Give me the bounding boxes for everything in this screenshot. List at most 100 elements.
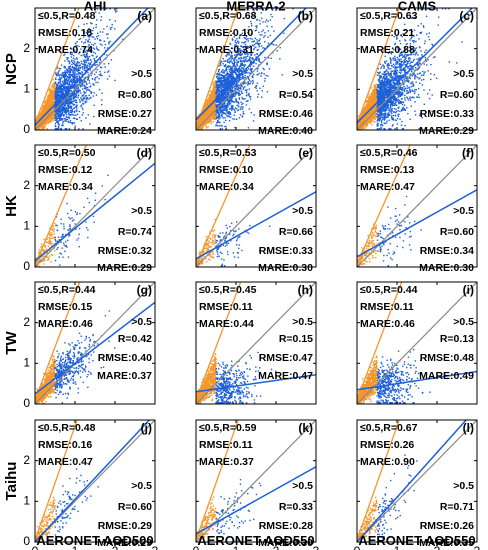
high-aod-point (97, 48, 99, 51)
high-aod-point (251, 44, 253, 46)
high-aod-point (245, 70, 247, 72)
high-aod-point (249, 72, 252, 75)
low-aod-point (209, 95, 212, 98)
low-aod-point (52, 113, 55, 115)
high-aod-point (238, 67, 240, 70)
high-aod-point (81, 66, 83, 69)
high-aod-point (56, 121, 58, 123)
high-aod-point (74, 99, 76, 102)
low-aod-point (208, 98, 210, 101)
high-aod-point (220, 91, 222, 93)
high-aod-point (55, 73, 57, 76)
high-aod-point (80, 62, 83, 64)
high-aod-point (83, 32, 85, 34)
high-aod-point (247, 59, 250, 61)
high-aod-point (64, 108, 66, 111)
high-aod-point (223, 121, 225, 124)
high-aod-point (256, 70, 259, 72)
high-aod-point (66, 57, 68, 59)
high-aod-point (83, 77, 85, 80)
high-aod-point (229, 60, 231, 62)
low-aod-point (212, 107, 215, 110)
high-aod-point (217, 110, 220, 112)
low-aod-point (53, 91, 56, 93)
low-aod-point (46, 114, 49, 117)
high-aod-point (54, 100, 57, 103)
high-aod-point (92, 83, 94, 85)
high-aod-point (226, 115, 228, 117)
low-aod-point (204, 112, 206, 115)
low-aod-point (203, 114, 205, 116)
high-aod-point (91, 54, 93, 57)
high-aod-point (236, 101, 238, 103)
low-aod-point (212, 105, 214, 107)
low-aod-point (205, 111, 208, 114)
high-aod-point (60, 94, 63, 96)
high-aod-point (75, 91, 78, 93)
high-aod-threshold: >0.5 (131, 68, 152, 80)
low-aod-point (214, 92, 216, 95)
high-aod-point (79, 64, 81, 66)
high-aod-point (75, 114, 77, 116)
low-aod-point (51, 98, 53, 101)
low-aod-point (52, 120, 54, 122)
low-aod-point (52, 96, 54, 98)
high-aod-point (232, 76, 234, 78)
high-aod-point (80, 92, 82, 94)
high-aod-point (218, 80, 221, 83)
low-aod-point (208, 97, 211, 99)
high-aod-point (91, 43, 93, 46)
high-aod-point (65, 90, 67, 92)
high-aod-point (103, 53, 105, 56)
high-aod-point (59, 73, 62, 76)
high-aod-point (60, 114, 63, 116)
high-aod-point (94, 79, 96, 81)
high-aod-point (90, 85, 92, 87)
high-aod-point (72, 71, 74, 73)
high-aod-point (99, 71, 101, 73)
high-aod-point (222, 108, 225, 111)
low-aod-point (48, 96, 50, 98)
high-aod-point (226, 59, 228, 62)
high-aod-point (86, 65, 88, 67)
high-aod-point (81, 114, 84, 116)
high-aod-point (76, 44, 78, 47)
low-aod-point (46, 122, 48, 125)
high-aod-point (233, 118, 236, 120)
high-aod-point (54, 99, 57, 101)
high-aod-point (99, 58, 102, 60)
low-aod-point (199, 122, 202, 124)
high-aod-point (59, 109, 62, 112)
high-aod-point (223, 102, 226, 105)
low-aod-point (212, 98, 214, 101)
low-aod-point (48, 121, 50, 123)
low-aod-point (36, 128, 38, 130)
low-aod-point (52, 107, 54, 109)
high-aod-point (219, 62, 222, 64)
low-aod-point (44, 101, 46, 103)
high-aod-point (75, 99, 78, 102)
high-aod-point (55, 74, 58, 77)
high-aod-point (240, 56, 242, 59)
low-aod-point (52, 100, 55, 103)
high-aod-point (63, 103, 65, 105)
high-aod-point (230, 60, 232, 62)
low-aod-point (214, 93, 216, 96)
high-aod-point (68, 84, 70, 86)
high-aod-point (226, 79, 228, 82)
low-aod-point (205, 103, 207, 105)
high-aod-point (72, 54, 75, 57)
high-aod-point (66, 72, 69, 74)
high-aod-point (72, 91, 75, 94)
high-aod-point (64, 86, 66, 88)
high-aod-point (84, 88, 87, 90)
high-aod-point (234, 58, 237, 60)
high-aod-point (79, 82, 81, 84)
high-aod-point (60, 95, 62, 97)
high-aod-point (82, 63, 84, 66)
low-aod-point (200, 116, 202, 119)
high-aod-point (59, 86, 61, 88)
high-aod-point (61, 108, 63, 111)
high-aod-point (270, 13, 272, 16)
